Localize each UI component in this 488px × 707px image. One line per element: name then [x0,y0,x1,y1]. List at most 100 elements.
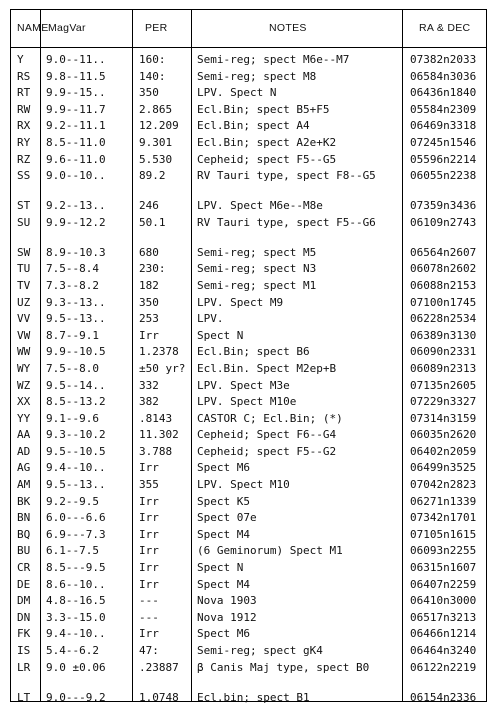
table-row: ST 9.2--13.. 246 LPV. Spect M6e--M8e 07359n3… [11,199,486,216]
ra-dec: 06584n3036 [410,69,477,83]
table-row: RW 9.9--11.7 2.865 Ecl.Bin; spect B5+F5 0558… [11,103,486,120]
notes: Spect N [197,561,244,575]
period: 89.2 [139,169,166,183]
period: 680 [139,245,159,259]
ra-dec: 06517n3213 [410,610,477,624]
period: --- [139,594,159,608]
notes: CASTOR C; Ecl.Bin; (*) [197,411,343,425]
table-row: VW 8.7--9.1 Irr Spect N 06389n3130 [11,329,486,346]
star-name: AM [17,478,31,492]
magnitude-range: 9.2--9.5 [46,494,99,508]
magnitude-range: 9.2--11.1 [46,119,106,133]
ra-dec: 05584n2309 [410,102,477,116]
header-name: NAME [17,22,49,34]
ra-dec: 07105n1615 [410,527,477,541]
star-name: YY [17,411,31,425]
ra-dec: 06228n2534 [410,312,477,326]
magnitude-range: 9.9--15.. [46,86,106,100]
magnitude-range: 9.9--10.5 [46,345,106,359]
period: .8143 [139,411,173,425]
magnitude-range: 9.0--11.. [46,53,106,66]
table-row: BU 6.1--7.5 Irr (6 Geminorum) Spect M1 06093… [11,544,486,561]
ra-dec: 06436n1840 [410,86,477,100]
table-row: Y 9.0--11.. 160: Semi-reg; spect M6e--M7 073… [11,53,486,70]
star-name: RS [17,69,31,83]
notes: Spect K5 [197,494,250,508]
table-row: WZ 9.5--14.. 332 LPV. Spect M3e 07135n2605 [11,379,486,396]
star-name: WY [17,361,31,375]
star-name: IS [17,644,31,657]
star-name: AA [17,428,31,442]
magnitude-range: 9.5--10.5 [46,444,106,458]
notes: Nova 1912 [197,610,257,624]
star-name: Y [17,53,24,66]
period: ±50 yr? [139,361,186,375]
period: Irr [139,511,159,525]
period: Irr [139,544,159,558]
table-row: RZ 9.6--11.0 5.530 Cepheid; spect F5--G5 055… [11,153,486,170]
ra-dec: 06055n2238 [410,169,477,183]
star-name: FK [17,627,31,641]
magnitude-range: 5.4--6.2 [46,644,99,657]
notes: Nova 1903 [197,594,257,608]
table-row: TU 7.5--8.4 230: Semi-reg; spect N3 06078n26… [11,262,486,279]
table-row: LT 9.0---9.2 1.0748 Ecl.bin; spect B1 06154n… [11,691,486,707]
period: Irr [139,461,159,475]
magnitude-range: 8.6--10.. [46,577,106,591]
ra-dec: 07100n1745 [410,295,477,309]
star-name: TU [17,262,31,276]
period: 1.2378 [139,345,179,359]
magnitude-range: 6.1--7.5 [46,544,99,558]
table-row: AD 9.5--10.5 3.788 Cepheid; spect F5--G2 064… [11,445,486,462]
notes: LPV. Spect M3e [197,378,290,392]
ra-dec: 06271n1339 [410,494,477,508]
table-row: LR 9.0 ±0.06 .23887 β Canis Maj type, spect… [11,661,486,691]
table-row: DN 3.3--15.0 --- Nova 1912 06517n3213 [11,611,486,628]
star-name: XX [17,395,31,409]
period: .23887 [139,660,179,674]
star-name: DE [17,577,31,591]
star-name: VW [17,328,31,342]
period: 355 [139,478,159,492]
star-name: BN [17,511,31,525]
magnitude-range: 9.8--11.5 [46,69,106,83]
period: Irr [139,561,159,575]
period: 182 [139,278,159,292]
notes: Semi-reg; spect M8 [197,69,317,83]
magnitude-range: 9.9--11.7 [46,102,106,116]
star-name: RT [17,86,31,100]
notes: Spect 07e [197,511,257,525]
table-row: RY 8.5--11.0 9.301 Ecl.Bin; spect A2e+K2 072… [11,136,486,153]
star-name: WW [17,345,31,359]
period: Irr [139,494,159,508]
period: Irr [139,577,159,591]
ra-dec: 06093n2255 [410,544,477,558]
magnitude-range: 3.3--15.0 [46,610,106,624]
period: 12.209 [139,119,179,133]
notes: Semi-reg; spect N3 [197,262,317,276]
ra-dec: 06315n1607 [410,561,477,575]
star-name: ST [17,199,31,213]
star-name: RZ [17,152,31,166]
table-row: RT 9.9--15.. 350 LPV. Spect N 06436n1840 [11,86,486,103]
magnitude-range: 7.5--8.4 [46,262,99,276]
magnitude-range: 9.6--11.0 [46,152,106,166]
header-magvar: MagVar [48,22,86,34]
notes: RV Tauri type, spect F5--G6 [197,215,376,229]
notes: Ecl.Bin; spect B5+F5 [197,102,330,116]
period: Irr [139,328,159,342]
table-row: IS 5.4--6.2 47: Semi-reg; spect gK4 06464n32… [11,644,486,661]
ra-dec: 06088n2153 [410,278,477,292]
period: 9.301 [139,135,173,149]
ra-dec: 06078n2602 [410,262,477,276]
magnitude-range: 9.5--13.. [46,478,106,492]
magnitude-range: 9.1--9.6 [46,411,99,425]
magnitude-range: 9.4--10.. [46,627,106,641]
table-row: XX 8.5--13.2 382 LPV. Spect M10e 07229n3327 [11,395,486,412]
notes: LPV. Spect M10 [197,478,290,492]
header-notes: NOTES [269,22,307,34]
magnitude-range: 9.5--13.. [46,312,106,326]
table-row: DE 8.6--10.. Irr Spect M4 06407n2259 [11,578,486,595]
table-row: SU 9.9--12.2 50.1 RV Tauri type, spect F5--… [11,216,486,246]
magnitude-range: 9.0---9.2 [46,690,106,704]
